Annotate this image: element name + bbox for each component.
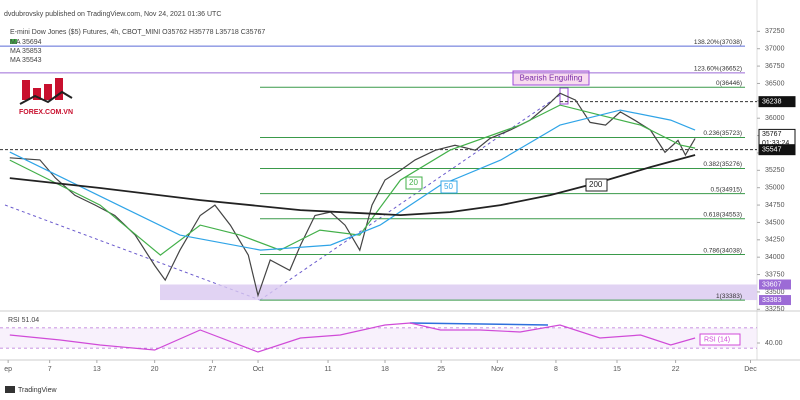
- y-tick-label: 35000: [765, 185, 785, 192]
- annotation: Bearish Engulfing: [520, 74, 583, 83]
- x-tick-label: 22: [672, 366, 680, 373]
- price-label: 35767: [762, 131, 782, 138]
- y-tick-label: 36750: [765, 63, 785, 70]
- countdown: 01:33:24: [762, 140, 789, 147]
- rsi-band-fill: [0, 328, 757, 348]
- fib-label: 0.5(34915): [711, 186, 742, 193]
- logo-bar: [44, 84, 52, 100]
- y-tick-label: 33750: [765, 271, 785, 278]
- y-tick-label: 36500: [765, 80, 785, 87]
- y-tick-label: 34250: [765, 237, 785, 244]
- rsi-legend: RSI (14): [704, 336, 730, 343]
- y-tick-label: 37000: [765, 46, 785, 53]
- ma-tag: 50: [444, 182, 453, 191]
- series-line: [9, 154, 696, 217]
- zone-label-box: [759, 279, 791, 290]
- annotation-box: [512, 70, 590, 86]
- chart-title: E-mini Dow Jones ($5) Futures, 4h, CBOT_…: [10, 29, 265, 36]
- y-tick-label: 33500: [765, 289, 785, 296]
- y-tick-label: 34500: [765, 219, 785, 226]
- zone-label: 33383: [762, 297, 782, 304]
- logo-bar: [22, 80, 30, 100]
- x-tick-label: Dec: [744, 366, 757, 373]
- logo-bar: [33, 88, 41, 100]
- ma-legend: MA 35694: [10, 39, 42, 46]
- x-tick-label: 27: [209, 366, 217, 373]
- fib-label: 0.786(34038): [703, 247, 742, 254]
- y-tick-label: 40.00: [765, 340, 783, 347]
- publisher: dvdubrovsky published on TradingView.com…: [4, 11, 221, 18]
- y-tick-label: 36000: [765, 115, 785, 122]
- annotation-marker: [559, 87, 569, 105]
- rsi-legend-box: [699, 333, 741, 346]
- ma-tag: 200: [589, 180, 603, 189]
- fib-label: 0.618(34553): [703, 211, 742, 218]
- x-tick-label: 11: [324, 366, 331, 373]
- price-label: 36238: [762, 99, 782, 106]
- price-label: 35547: [762, 147, 782, 154]
- price-label-box: [758, 144, 796, 156]
- x-tick-label: 8: [554, 366, 558, 373]
- series-line: [9, 322, 696, 353]
- y-tick-label: 33250: [765, 306, 785, 313]
- footer-icon: [5, 386, 15, 393]
- zone-label-box: [759, 295, 791, 306]
- fib-label: 0.236(35723): [703, 130, 742, 137]
- x-tick-label: 13: [93, 366, 101, 373]
- x-tick-label: 7: [48, 366, 52, 373]
- fib-label: 0(36446): [716, 80, 742, 87]
- fib-label: 0.382(35276): [703, 161, 742, 168]
- rsi-title: RSI 51.04: [8, 317, 39, 324]
- logo-bull: [19, 90, 73, 105]
- logo-text: FOREX.COM.VN: [19, 109, 73, 116]
- footer: TradingView: [18, 387, 57, 394]
- x-tick-label: Nov: [491, 366, 504, 373]
- x-tick-label: ep: [4, 366, 12, 373]
- ma-tag-box: [440, 180, 458, 194]
- ma-swatch: [10, 39, 17, 44]
- x-tick-label: 25: [437, 366, 445, 373]
- fib-label: 123.60%(36652): [694, 66, 742, 73]
- ma-tag-box: [585, 178, 608, 192]
- ma-legend: MA 35853: [10, 48, 42, 55]
- zone-label: 33607: [762, 281, 782, 288]
- logo-bar: [55, 78, 63, 100]
- x-tick-label: 20: [151, 366, 159, 373]
- divergence-line: [409, 322, 549, 326]
- x-tick-label: 15: [613, 366, 621, 373]
- x-tick-label: Oct: [253, 366, 264, 373]
- fib-label: 138.20%(37038): [694, 39, 742, 46]
- ma-legend: MA 35543: [10, 57, 42, 64]
- series-line: [9, 109, 696, 251]
- y-tick-label: 34000: [765, 254, 785, 261]
- x-tick-label: 18: [381, 366, 389, 373]
- ma-tag: 20: [409, 178, 418, 187]
- support-zone: [160, 284, 757, 301]
- series-line: [9, 104, 696, 256]
- price-label-box: [758, 96, 796, 108]
- ma-tag-box: [405, 176, 423, 190]
- logo: FOREX.COM.VN: [19, 78, 73, 116]
- fib-label: 1(33383): [716, 293, 742, 300]
- y-tick-label: 34750: [765, 202, 785, 209]
- y-tick-label: 37250: [765, 28, 785, 35]
- y-tick-label: 35250: [765, 167, 785, 174]
